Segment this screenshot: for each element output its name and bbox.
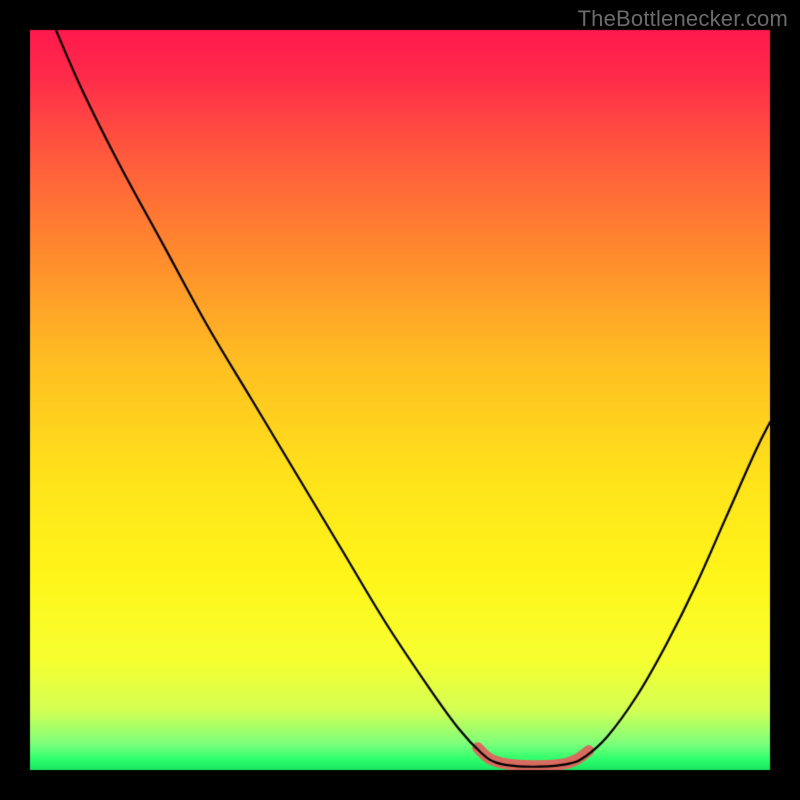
chart-stage: TheBottlenecker.com	[0, 0, 800, 800]
watermark-text: TheBottlenecker.com	[578, 6, 788, 32]
bottleneck-curve-chart	[0, 0, 800, 800]
